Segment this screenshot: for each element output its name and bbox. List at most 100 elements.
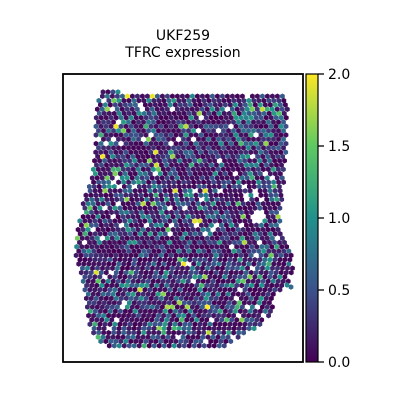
- spot: [138, 269, 144, 276]
- spot: [266, 136, 271, 143]
- spot: [186, 136, 191, 143]
- spot: [280, 265, 285, 272]
- spot: [224, 244, 230, 250]
- spot: [258, 269, 264, 276]
- spot: [90, 291, 96, 297]
- spot: [206, 136, 211, 143]
- spot: [288, 284, 294, 290]
- spot: [207, 158, 212, 164]
- spot: [279, 106, 285, 112]
- spot: [111, 119, 116, 125]
- spot: [167, 299, 172, 306]
- spot: [223, 149, 229, 155]
- spot: [157, 287, 163, 293]
- spot: [91, 248, 97, 254]
- spot: [134, 162, 139, 168]
- spot: [229, 295, 234, 302]
- spot: [211, 127, 216, 134]
- spot: [166, 119, 171, 125]
- spot: [209, 196, 215, 203]
- spot: [224, 222, 229, 229]
- spot: [116, 342, 122, 349]
- spot: [123, 252, 129, 259]
- spot: [205, 93, 210, 100]
- spot: [238, 123, 244, 130]
- spot: [210, 291, 216, 297]
- spot: [156, 342, 162, 349]
- spot: [192, 274, 198, 280]
- spot: [230, 278, 236, 284]
- spot: [117, 231, 123, 237]
- spot: [111, 261, 117, 267]
- spot: [140, 265, 145, 272]
- spot: [243, 308, 248, 315]
- spot: [200, 265, 205, 272]
- spot: [237, 231, 243, 237]
- spot: [272, 188, 278, 194]
- spot: [193, 140, 199, 147]
- spot: [119, 106, 125, 112]
- spot: [187, 256, 193, 263]
- spot: [206, 166, 211, 173]
- spot: [180, 278, 186, 284]
- spot: [173, 115, 179, 121]
- spot: [91, 179, 96, 186]
- spot: [115, 89, 121, 95]
- spot: [121, 342, 127, 349]
- spot: [264, 295, 269, 302]
- spot: [85, 201, 91, 207]
- spot: [126, 110, 132, 117]
- spot: [105, 304, 110, 310]
- spot: [247, 321, 253, 327]
- spot: [207, 299, 212, 306]
- spot: [107, 239, 112, 246]
- spot: [132, 231, 138, 237]
- spot: [172, 188, 178, 194]
- spot: [252, 231, 258, 237]
- spot: [117, 321, 123, 327]
- spot: [183, 192, 189, 198]
- spot: [155, 213, 161, 220]
- spot: [111, 97, 117, 104]
- spot: [236, 166, 241, 173]
- spot: [278, 123, 284, 130]
- spot: [209, 106, 215, 112]
- spot: [203, 269, 209, 276]
- spot: [173, 132, 179, 138]
- spot: [213, 308, 218, 315]
- spot: [94, 209, 99, 216]
- spot: [156, 136, 161, 143]
- spot: [118, 123, 124, 130]
- spot: [196, 248, 202, 254]
- spot: [202, 256, 208, 263]
- spot: [186, 145, 191, 151]
- spot: [183, 338, 189, 345]
- spot: [119, 175, 125, 181]
- spot: [265, 201, 271, 207]
- spot: [151, 342, 157, 349]
- spot: [113, 140, 119, 147]
- spot: [192, 170, 198, 177]
- spot: [208, 132, 214, 138]
- spot: [219, 235, 225, 241]
- spot: [149, 317, 155, 323]
- spot: [157, 188, 163, 194]
- spot: [149, 162, 154, 168]
- spot: [236, 261, 242, 267]
- spot: [139, 317, 145, 323]
- spot: [94, 222, 99, 229]
- spot: [150, 304, 155, 310]
- spot: [119, 209, 124, 216]
- spot: [270, 291, 276, 297]
- spot: [163, 102, 168, 108]
- spot: [94, 175, 100, 181]
- spot: [184, 162, 189, 168]
- spot: [113, 252, 119, 259]
- spot: [276, 166, 281, 173]
- spot: [183, 123, 189, 130]
- spot: [227, 170, 233, 177]
- spot: [105, 89, 111, 95]
- spot: [92, 231, 98, 237]
- spot: [153, 308, 158, 315]
- spot: [257, 188, 263, 194]
